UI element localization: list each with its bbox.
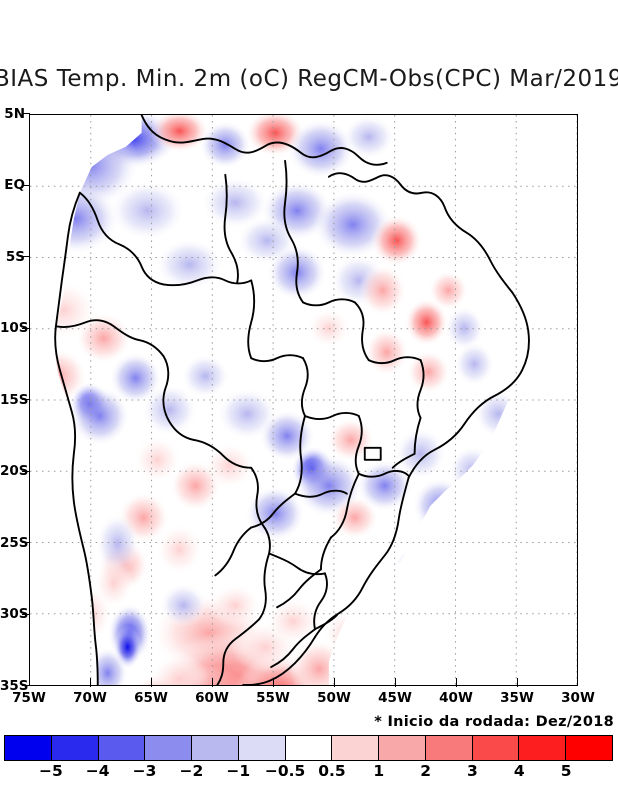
colorbar-segment-12 bbox=[566, 736, 612, 760]
colorbar-segment-10 bbox=[472, 736, 520, 760]
xlabel-45W: 45W bbox=[378, 690, 412, 706]
page-title: BIAS Temp. Min. 2m (oC) RegCM-Obs(CPC) M… bbox=[0, 66, 618, 100]
xlabel-40W: 40W bbox=[439, 690, 473, 706]
colorbar-tick-4: 4 bbox=[513, 762, 525, 780]
ylabel-5S: 5S bbox=[5, 249, 25, 265]
ylabel-35S: 35S bbox=[0, 678, 29, 694]
colorbar-ticks: −5 −4 −3 −2 −1 −0.5 0.5 1 2 3 4 5 bbox=[4, 762, 613, 786]
xlabel-75W: 75W bbox=[12, 690, 46, 706]
colorbar-tick--4: −4 bbox=[85, 762, 110, 780]
colorbar-tick--0.5: −0.5 bbox=[264, 762, 306, 780]
ylabel-15S: 15S bbox=[0, 392, 29, 408]
colorbar-segment-3 bbox=[145, 736, 193, 760]
colorbar-tick-0.5: 0.5 bbox=[318, 762, 346, 780]
colorbar-tick--1: −1 bbox=[226, 762, 251, 780]
colorbar-segment-11 bbox=[519, 736, 567, 760]
colorbar-segment-9 bbox=[425, 736, 473, 760]
xlabel-50W: 50W bbox=[317, 690, 351, 706]
map-borders bbox=[54, 115, 530, 685]
ylabel-EQ: EQ bbox=[4, 177, 25, 193]
run-start-footnote: * Inicio da rodada: Dez/2018 bbox=[374, 714, 614, 730]
colorbar-segment-0 bbox=[5, 736, 52, 760]
colorbar-tick-5: 5 bbox=[560, 762, 572, 780]
xlabel-65W: 65W bbox=[134, 690, 168, 706]
xlabel-70W: 70W bbox=[73, 690, 107, 706]
xlabel-60W: 60W bbox=[195, 690, 229, 706]
colorbar-tick--3: −3 bbox=[132, 762, 157, 780]
colorbar-segment-5 bbox=[238, 736, 286, 760]
colorbar-tick-3: 3 bbox=[467, 762, 478, 780]
colorbar-segment-7 bbox=[332, 736, 380, 760]
colorbar-segment-1 bbox=[51, 736, 99, 760]
colorbar-segment-6 bbox=[285, 736, 333, 760]
colorbar-tick--5: −5 bbox=[38, 762, 63, 780]
colorbar-segment-4 bbox=[192, 736, 239, 760]
colorbar-segment-8 bbox=[379, 736, 426, 760]
xlabel-55W: 55W bbox=[256, 690, 290, 706]
colorbar-tick--2: −2 bbox=[179, 762, 204, 780]
ylabel-5N: 5N bbox=[4, 106, 25, 122]
colorbar-tick-1: 1 bbox=[373, 762, 385, 780]
ylabel-30S: 30S bbox=[0, 606, 29, 622]
ylabel-20S: 20S bbox=[0, 463, 29, 479]
colorbar-segment-2 bbox=[98, 736, 146, 760]
title-text: BIAS Temp. Min. 2m (oC) RegCM-Obs(CPC) M… bbox=[0, 66, 618, 92]
xlabel-30W: 30W bbox=[561, 690, 595, 706]
colorbar bbox=[4, 735, 613, 761]
colorbar-tick-2: 2 bbox=[420, 762, 432, 780]
ylabel-10S: 10S bbox=[0, 320, 29, 336]
xlabel-35W: 35W bbox=[500, 690, 534, 706]
ylabel-25S: 25S bbox=[0, 535, 29, 551]
map-plot-area bbox=[29, 114, 578, 686]
anomaly-map bbox=[30, 115, 577, 685]
